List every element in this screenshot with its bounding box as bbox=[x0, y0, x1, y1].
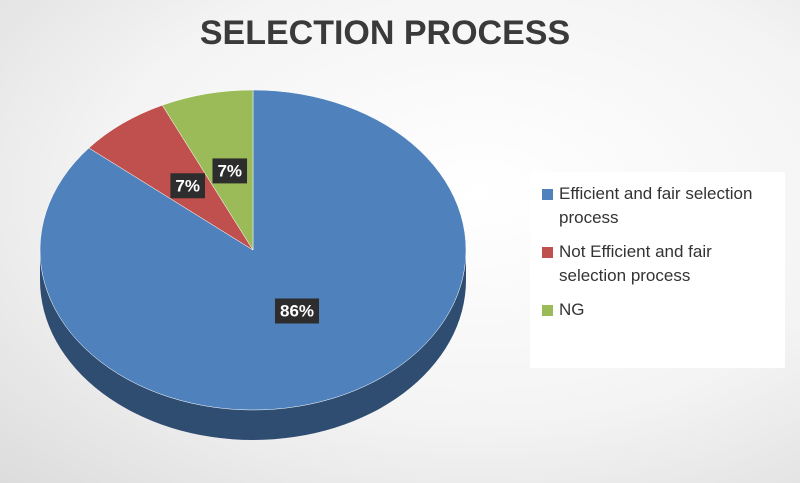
legend-swatch bbox=[542, 247, 553, 258]
data-label: 7% bbox=[175, 176, 200, 195]
legend: Efficient and fair selection process Not … bbox=[530, 172, 785, 368]
legend-label: Not Efficient and fair selection process bbox=[559, 242, 712, 285]
legend-swatch bbox=[542, 189, 553, 200]
legend-label: NG bbox=[559, 300, 585, 319]
data-label: 86% bbox=[280, 301, 314, 320]
slice-side bbox=[40, 250, 466, 440]
data-label-box bbox=[170, 173, 206, 199]
legend-item: Efficient and fair selection process bbox=[538, 182, 777, 230]
data-label: 7% bbox=[217, 161, 242, 180]
data-label-group: 86% bbox=[274, 298, 320, 324]
legend-label: Efficient and fair selection process bbox=[559, 184, 753, 227]
legend-item: NG bbox=[538, 298, 777, 322]
chart-title: SELECTION PROCESS bbox=[199, 14, 571, 52]
legend-item: Not Efficient and fair selection process bbox=[538, 240, 777, 288]
data-label-box bbox=[212, 158, 248, 184]
chart: 86% 7% 7% bbox=[39, 89, 467, 440]
data-label-box bbox=[274, 298, 320, 324]
data-label-group: 7% bbox=[212, 158, 248, 184]
data-label-group: 7% bbox=[170, 173, 206, 199]
slice bbox=[161, 89, 254, 251]
legend-swatch bbox=[542, 305, 553, 316]
